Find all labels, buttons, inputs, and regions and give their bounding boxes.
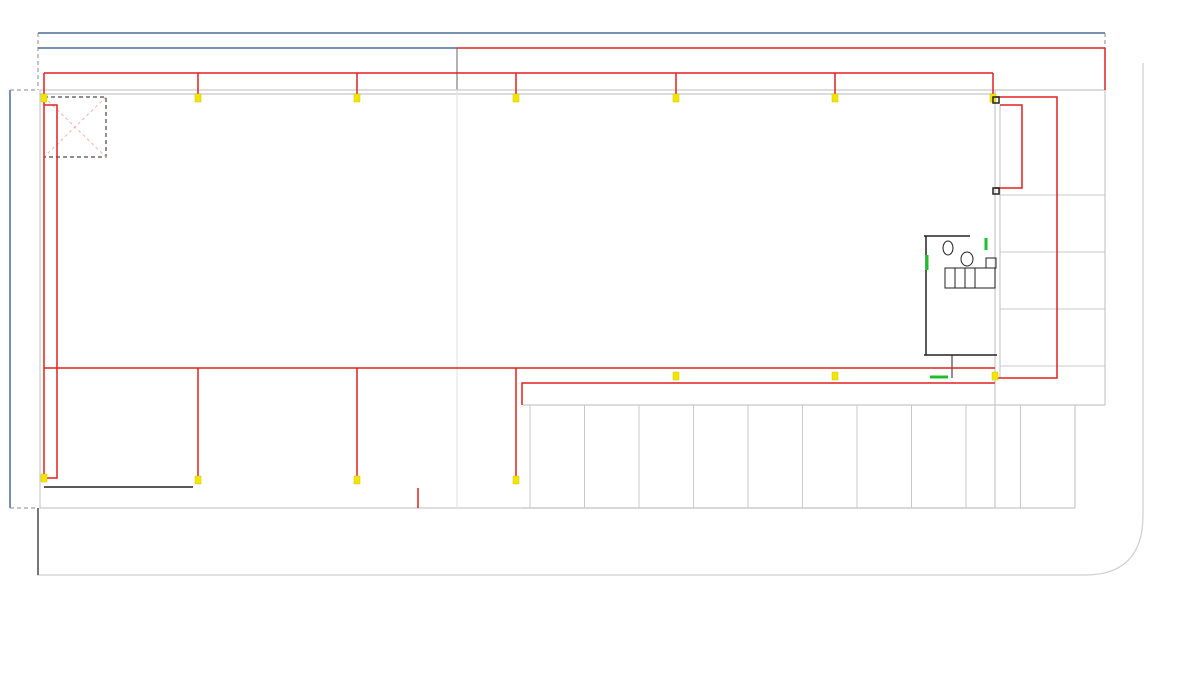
- light-fixture: [194, 93, 202, 103]
- light-fixture: [672, 371, 680, 381]
- building-walls: [39, 89, 1106, 509]
- sink-icon: [942, 240, 954, 256]
- electrical-circuit: [43, 47, 1106, 508]
- light-fixture: [831, 371, 839, 381]
- doors: [925, 238, 988, 379]
- extension-lines: [10, 33, 1106, 509]
- property-boundary: [37, 63, 1144, 576]
- parking-stalls-bottom: [529, 405, 1076, 508]
- parking-stalls-right: [1000, 194, 1105, 367]
- black-wall-details: [44, 96, 1000, 488]
- stair-shaft: [43, 96, 107, 158]
- dimension-lines: [9, 32, 1105, 508]
- light-fixture: [353, 475, 361, 485]
- light-fixture: [40, 93, 48, 103]
- light-fixture: [672, 93, 680, 103]
- light-fixture: [512, 93, 520, 103]
- bathroom-stair-core: [924, 235, 997, 378]
- light-fixture: [512, 475, 520, 485]
- toilet-icon: [960, 251, 974, 267]
- light-fixtures: [40, 93, 999, 485]
- light-fixture: [831, 93, 839, 103]
- light-fixture: [991, 371, 999, 381]
- light-fixture: [40, 473, 48, 483]
- light-fixture: [194, 475, 202, 485]
- light-fixture: [353, 93, 361, 103]
